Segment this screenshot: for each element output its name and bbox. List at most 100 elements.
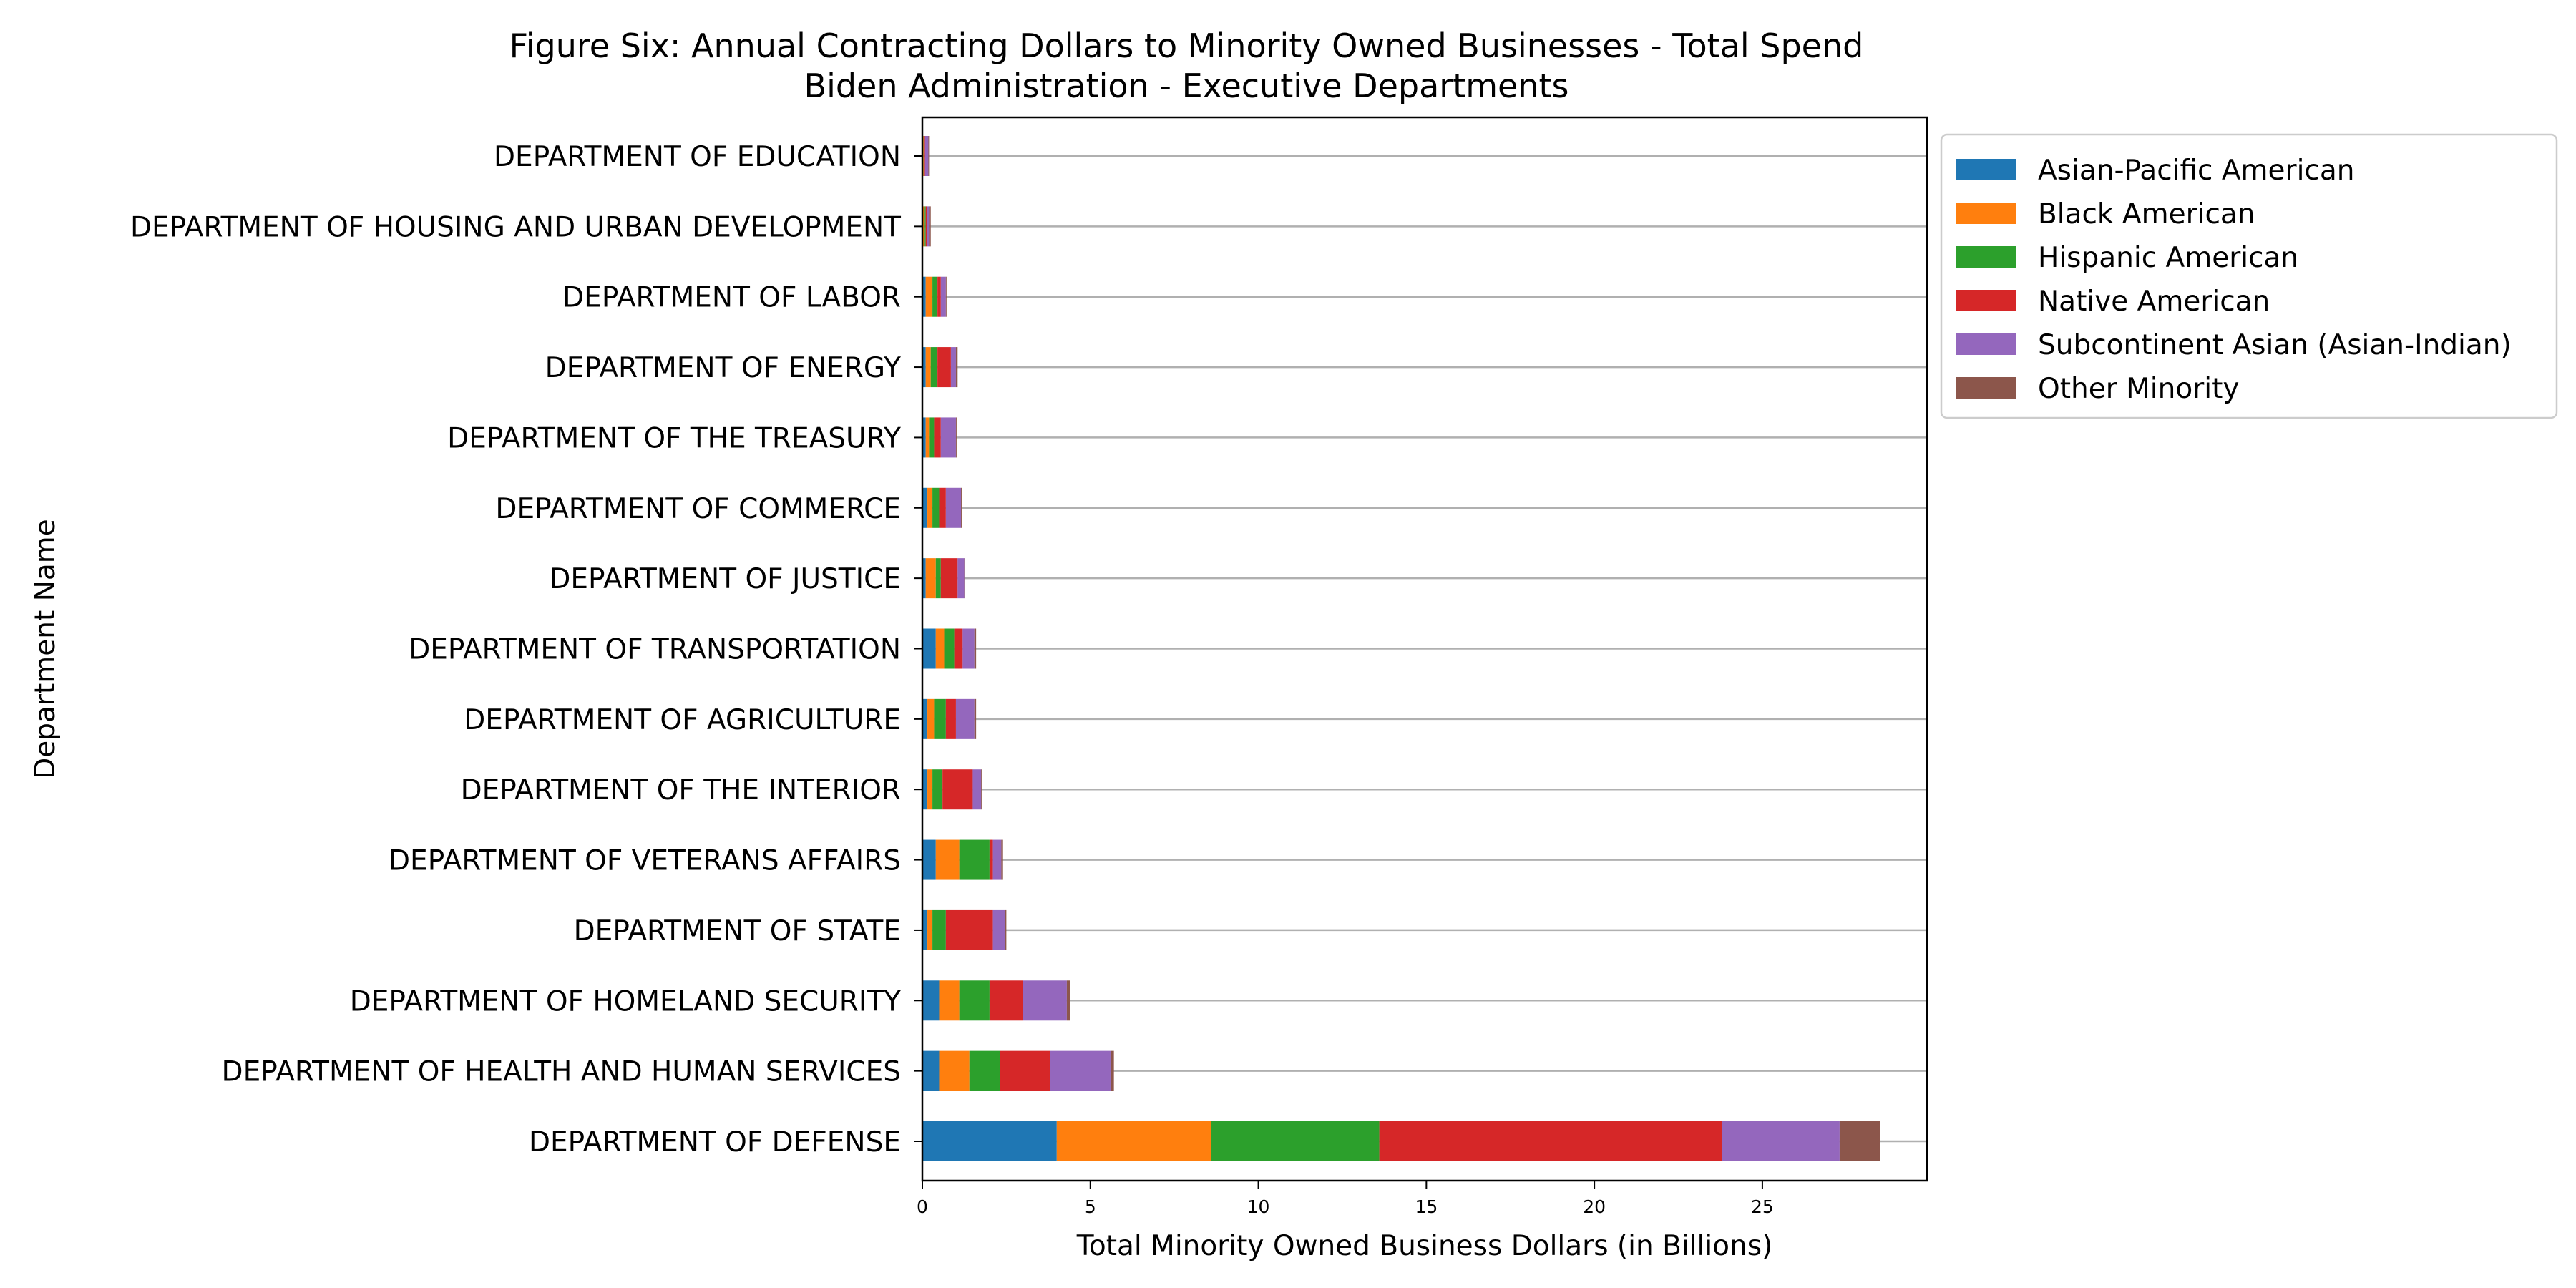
bar-segment [928, 136, 930, 176]
bar-segment [939, 487, 946, 528]
bar-segment [925, 276, 933, 317]
bar-segment [940, 558, 958, 599]
bar-segment [939, 980, 960, 1021]
bar-segment [927, 206, 930, 247]
x-tick-label: 10 [1247, 1196, 1270, 1217]
bar-segment [934, 417, 941, 458]
y-tick-label: DEPARTMENT OF JUSTICE [549, 563, 901, 595]
bar-segment [1110, 1050, 1114, 1091]
chart-title: Figure Six: Annual Contracting Dollars t… [509, 26, 1864, 65]
bar-segment [922, 417, 926, 458]
bar-segment [937, 276, 941, 317]
bar-segment [922, 1050, 940, 1091]
bar-segment [922, 276, 926, 317]
bar-segment [961, 487, 962, 528]
bar-segment [1839, 1121, 1880, 1161]
bar-segment [932, 909, 946, 950]
legend-swatch [1956, 203, 2016, 224]
bars [922, 136, 1880, 1161]
x-tick-label: 25 [1751, 1196, 1774, 1217]
bar-segment [929, 417, 935, 458]
bar-segment [927, 698, 935, 739]
bar-segment [972, 769, 982, 810]
bar-segment [922, 839, 936, 880]
bar-segment [935, 839, 960, 880]
bar-segment [955, 347, 958, 388]
x-tick-label: 20 [1583, 1196, 1606, 1217]
bar-segment [927, 487, 933, 528]
bar-segment [989, 980, 1023, 1021]
bar-segment [932, 487, 940, 528]
bar-segment [969, 1050, 1000, 1091]
bar-segment [1000, 1050, 1050, 1091]
bar-segment [992, 909, 1005, 950]
bar-segment [1056, 1121, 1211, 1161]
bar-segment [940, 417, 956, 458]
bar-segment [922, 698, 928, 739]
legend-swatch [1956, 246, 2016, 268]
bar-segment [922, 136, 924, 176]
legend-swatch [1956, 290, 2016, 311]
legend-label: Native American [2038, 286, 2270, 318]
bar-segment [925, 558, 936, 599]
x-tick-label: 5 [1085, 1196, 1096, 1217]
bar-segment [1211, 1121, 1380, 1161]
y-tick-label: DEPARTMENT OF THE TREASURY [447, 422, 901, 454]
bar-segment [922, 206, 925, 247]
bar-segment [944, 628, 955, 669]
y-tick-label: DEPARTMENT OF ENERGY [545, 352, 902, 384]
bar-segment [974, 698, 977, 739]
bar-segment [1005, 909, 1007, 950]
bar-segment [922, 558, 926, 599]
bar-segment [981, 769, 982, 810]
plot-frame [921, 116, 1928, 1182]
bar-segment [945, 487, 961, 528]
bar-segment [922, 487, 928, 528]
legend-label: Subcontinent Asian (Asian-Indian) [2038, 329, 2512, 361]
bar-segment [974, 628, 977, 669]
y-tick-label: DEPARTMENT OF THE INTERIOR [461, 774, 901, 806]
bar-segment [922, 1121, 1057, 1161]
bar-segment [930, 347, 938, 388]
bar-segment [927, 769, 933, 810]
y-tick-label: DEPARTMENT OF COMMERCE [495, 493, 901, 525]
bar-segment [954, 628, 963, 669]
bar-segment [932, 769, 943, 810]
x-tick-label: 15 [1415, 1196, 1438, 1217]
bar-segment [945, 276, 947, 317]
bar-segment [922, 347, 926, 388]
y-tick-label: DEPARTMENT OF VETERANS AFFAIRS [389, 845, 901, 877]
bar-segment [992, 839, 1002, 880]
bar-segment [1001, 839, 1003, 880]
y-axis-ticks: DEPARTMENT OF EDUCATION DEPARTMENT OF HOU… [130, 141, 922, 1158]
bar-segment [950, 347, 956, 388]
bar-segment [932, 276, 938, 317]
bar-segment [935, 558, 941, 599]
bar-segment [945, 698, 956, 739]
x-axis-ticks: 0 5 10 15 20 25 [917, 1181, 1774, 1217]
y-axis-label: Department Name [29, 519, 62, 779]
bar-segment [1050, 1050, 1111, 1091]
y-tick-label: DEPARTMENT OF EDUCATION [494, 141, 901, 173]
bar-segment [937, 347, 951, 388]
legend-label: Asian-Pacific American [2038, 155, 2354, 187]
legend-label: Other Minority [2038, 373, 2239, 405]
x-axis-label: Total Minority Owned Business Dollars (i… [1076, 1230, 1773, 1262]
y-tick-label: DEPARTMENT OF HOUSING AND URBAN DEVELOPM… [130, 211, 901, 243]
bar-segment [1023, 980, 1067, 1021]
bar-segment [989, 839, 993, 880]
legend-label: Hispanic American [2038, 242, 2298, 274]
bar-segment [940, 276, 946, 317]
chart-subtitle: Biden Administration - Executive Departm… [804, 67, 1569, 105]
bar-segment [927, 909, 933, 950]
y-tick-label: DEPARTMENT OF TRANSPORTATION [409, 634, 901, 666]
bar-segment [922, 909, 928, 950]
bar-segment [1722, 1121, 1840, 1161]
bar-segment [924, 136, 929, 176]
bar-segment [1379, 1121, 1722, 1161]
bar-segment [939, 1050, 970, 1091]
bar-segment [962, 628, 975, 669]
x-tick-label: 0 [917, 1196, 928, 1217]
bar-segment [929, 206, 931, 247]
